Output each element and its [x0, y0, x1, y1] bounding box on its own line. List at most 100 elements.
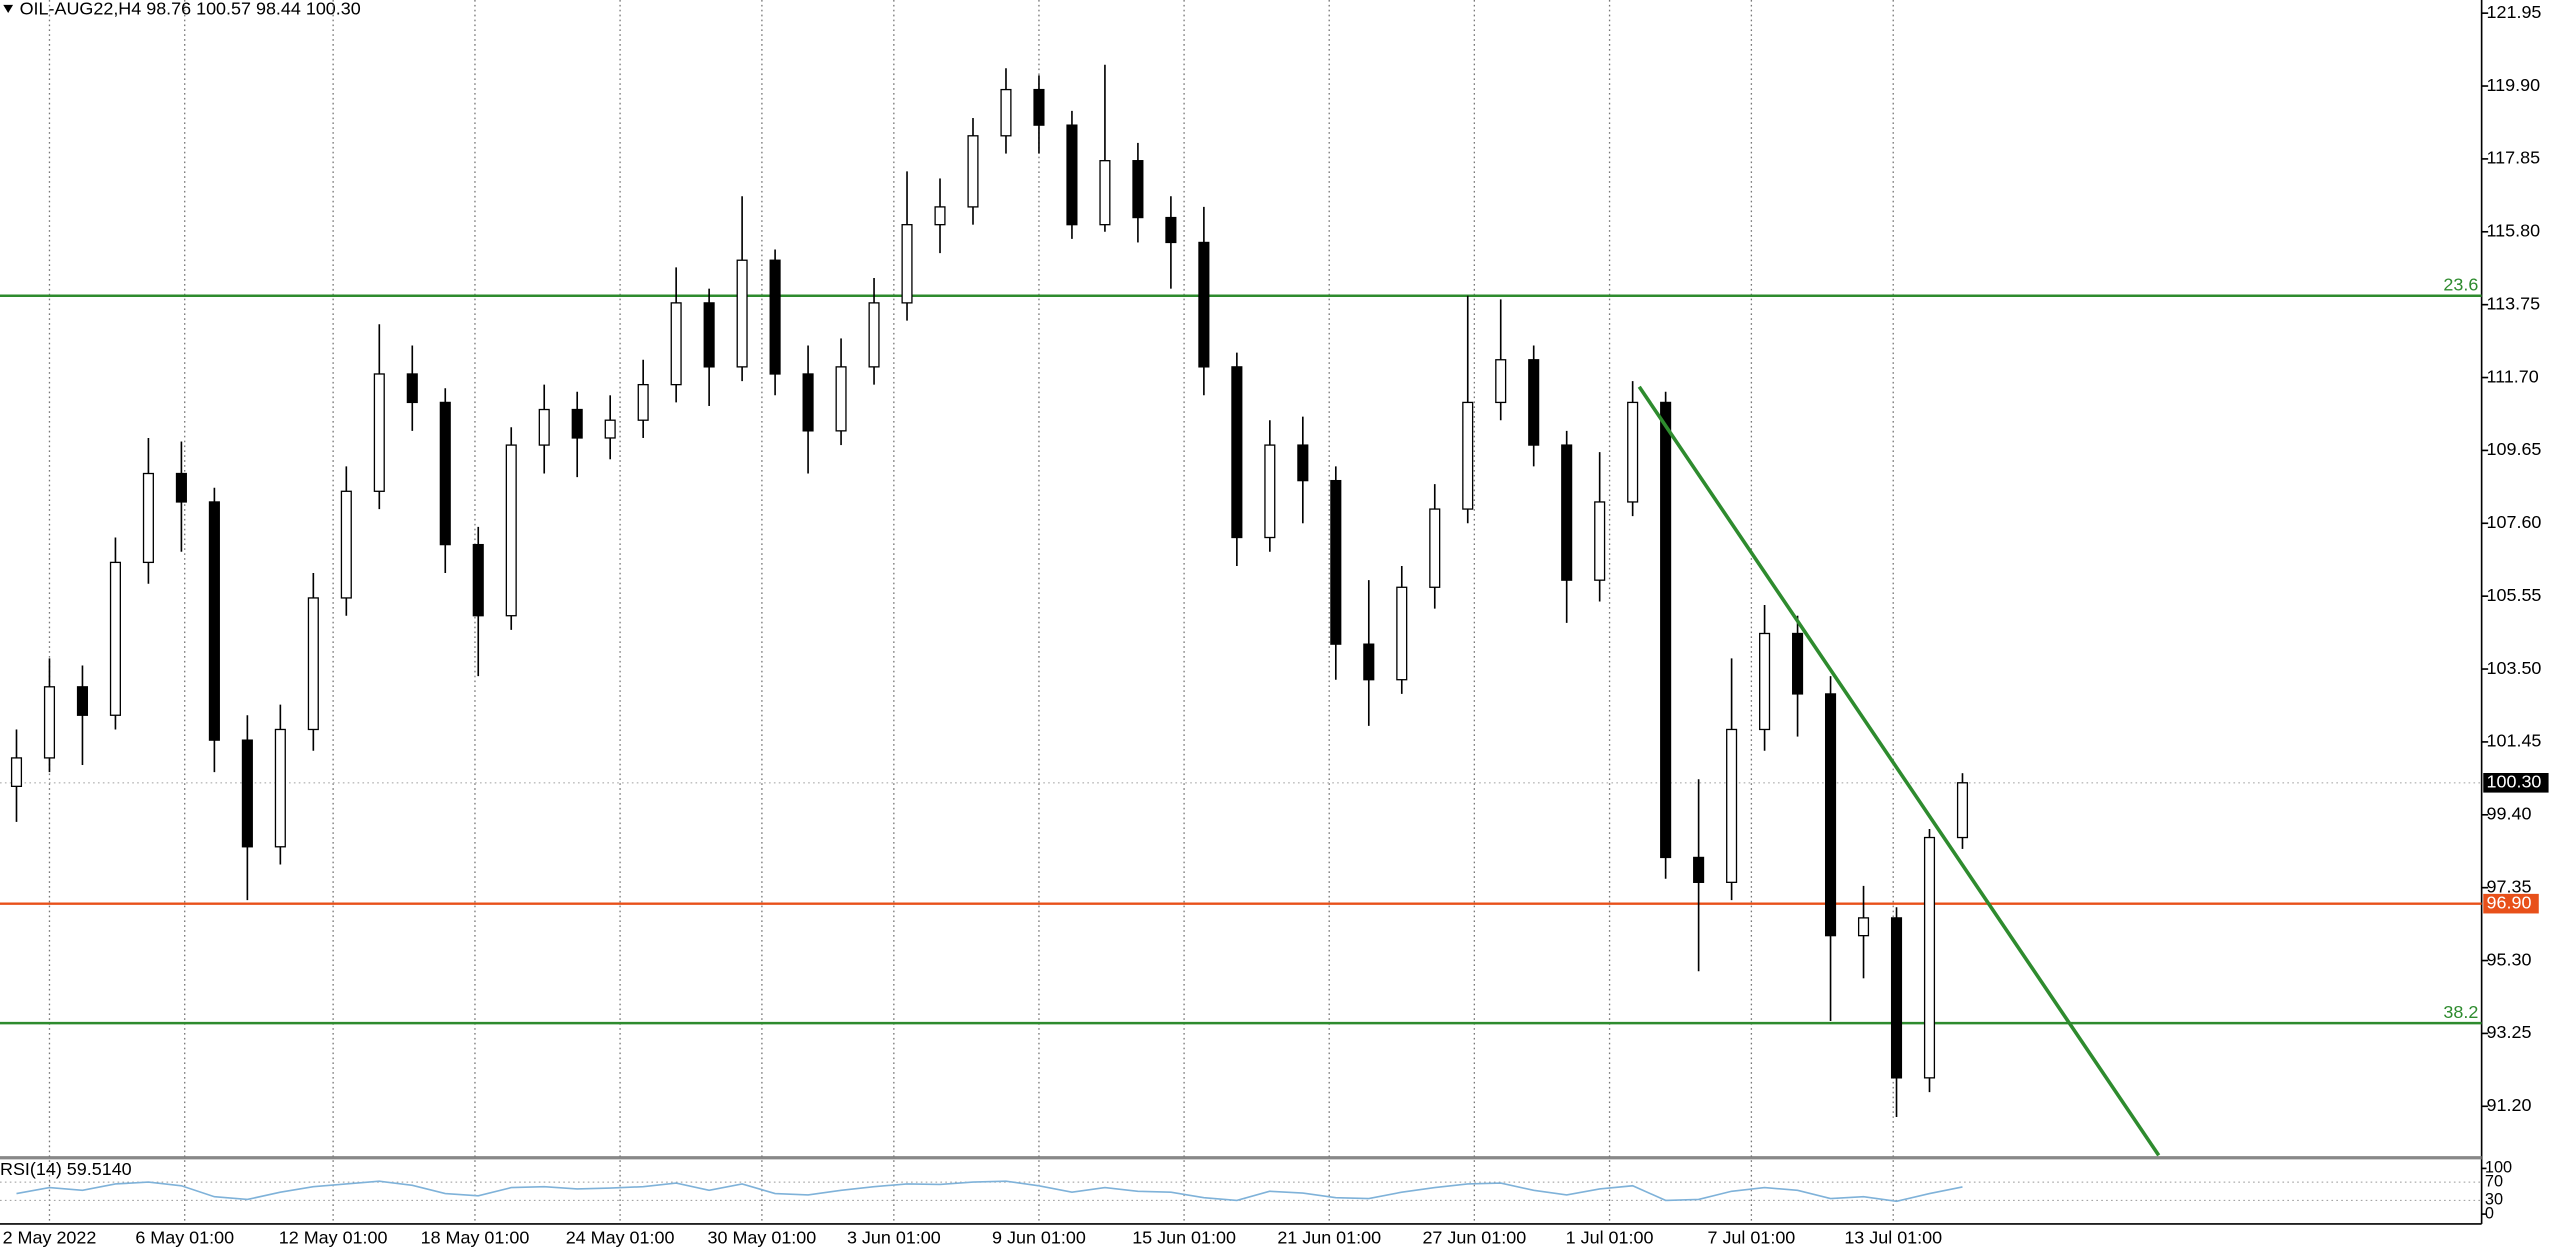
x-tick-label: 18 May 01:00: [421, 1227, 530, 1247]
candle-body: [1000, 88, 1012, 137]
candle-body: [142, 472, 154, 564]
candle-body: [1824, 693, 1837, 937]
y-tick-label: 103.50: [2487, 658, 2542, 678]
candle-body: [1198, 241, 1210, 368]
candle-body: [1792, 632, 1804, 695]
candle-body: [1066, 124, 1078, 226]
candle-body: [1462, 401, 1474, 510]
y-tick-label: 91.20: [2487, 1095, 2532, 1115]
y-tick-label: 99.40: [2487, 804, 2532, 824]
candle-body: [1429, 508, 1441, 588]
candle-body: [637, 383, 649, 421]
candle-body: [1561, 444, 1573, 581]
trend-line: [1637, 385, 2161, 1157]
y-tick-label: 93.25: [2487, 1022, 2532, 1042]
x-tick-label: 3 Jun 01:00: [847, 1227, 941, 1247]
support-price-box: [2483, 893, 2539, 914]
y-tick-label: 115.80: [2487, 221, 2541, 241]
x-tick-label: 7 Jul 01:00: [1707, 1227, 1795, 1247]
candle-body: [1165, 216, 1177, 244]
rsi-tick-label: 30: [2485, 1191, 2503, 1209]
last-price-label: 100.30: [2487, 772, 2542, 792]
candle-body: [1528, 359, 1540, 446]
candle-body: [868, 302, 880, 368]
candle-body: [1033, 88, 1045, 126]
candle-body: [1099, 160, 1111, 226]
support-price-label: 96.90: [2487, 892, 2532, 912]
rsi-tick-label: 70: [2485, 1172, 2503, 1190]
candle-body: [670, 302, 682, 386]
candle-body: [1297, 444, 1309, 482]
fib-level-label: 23.6: [2443, 275, 2478, 295]
candle-body: [340, 490, 352, 599]
candle-body: [241, 739, 253, 848]
candle-body: [967, 135, 979, 208]
candle-body: [604, 419, 616, 439]
candle-body: [505, 444, 517, 617]
x-tick-label: 6 May 01:00: [135, 1227, 234, 1247]
x-tick-label: 1 Jul 01:00: [1566, 1227, 1654, 1247]
x-tick-label: 9 Jun 01:00: [992, 1227, 1086, 1247]
rsi-tick-label: 100: [2485, 1159, 2512, 1177]
candle-body: [1627, 401, 1639, 503]
candle-body: [1726, 728, 1738, 883]
last-price-box: [2483, 773, 2549, 793]
x-tick-label: 30 May 01:00: [708, 1227, 817, 1247]
x-tick-label: 27 Jun 01:00: [1422, 1227, 1526, 1247]
chart-header: OIL-AUG22,H4 98.76 100.57 98.44 100.30: [20, 0, 361, 19]
candle-body: [1857, 917, 1870, 937]
candle-body: [10, 757, 23, 788]
candle-body: [439, 401, 451, 546]
y-tick-label: 107.60: [2487, 512, 2542, 532]
y-tick-label: 97.35: [2487, 876, 2532, 896]
rsi-tick-label: 0: [2485, 1204, 2494, 1222]
candle-body: [1594, 501, 1606, 581]
candle-body: [1495, 359, 1507, 404]
candle-body: [307, 597, 319, 731]
rsi-line: [16, 1180, 1963, 1203]
candle-body: [43, 686, 56, 759]
candle-body: [274, 728, 286, 848]
x-tick-label: 24 May 01:00: [566, 1227, 675, 1247]
y-tick-label: 117.85: [2487, 148, 2541, 168]
candle-body: [1660, 401, 1672, 859]
candle-body: [538, 408, 550, 446]
candle-body: [769, 259, 781, 375]
y-tick-label: 121.95: [2487, 2, 2542, 22]
candle-body: [1132, 160, 1144, 219]
candle-body: [1264, 444, 1276, 539]
x-tick-label: 12 May 01:00: [279, 1227, 388, 1247]
y-tick-label: 109.65: [2487, 439, 2542, 459]
y-tick-label: 119.90: [2487, 75, 2541, 95]
candle-body: [934, 206, 946, 226]
candle-body: [373, 373, 385, 492]
candle-body: [76, 686, 89, 716]
candle-body: [1363, 643, 1375, 681]
candle-body: [571, 408, 583, 439]
y-tick-label: 111.70: [2487, 366, 2539, 386]
candle-body: [1923, 836, 1936, 1079]
candle-body: [1890, 917, 1903, 1079]
rsi-label: RSI(14) 59.5140: [0, 1159, 132, 1179]
x-tick-label: 15 Jun 01:00: [1132, 1227, 1236, 1247]
x-tick-label: 21 Jun 01:00: [1277, 1227, 1381, 1247]
candle-body: [109, 561, 121, 716]
collapse-icon: [3, 4, 14, 14]
candle-body: [406, 373, 418, 404]
y-tick-label: 105.55: [2487, 585, 2542, 605]
x-tick-label: 2 May 2022: [3, 1227, 97, 1247]
candle-body: [208, 501, 220, 741]
candle-body: [1396, 586, 1408, 681]
candle-body: [1231, 366, 1243, 539]
x-tick-label: 13 Jul 01:00: [1844, 1227, 1942, 1247]
y-tick-label: 95.30: [2487, 949, 2532, 969]
candle-body: [472, 543, 484, 617]
candle-body: [835, 366, 847, 432]
fib-level-label: 38.2: [2443, 1002, 2478, 1022]
candle-body: [802, 373, 814, 432]
candle-body: [736, 259, 748, 368]
candle-body: [1759, 632, 1771, 731]
y-tick-label: 101.45: [2487, 731, 2542, 751]
